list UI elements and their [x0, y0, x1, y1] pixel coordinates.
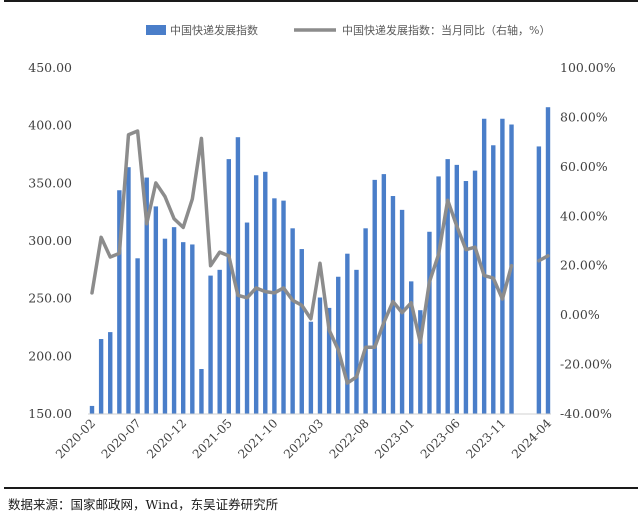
- y-left-tick-label: 450.00: [28, 60, 72, 75]
- bar: [445, 159, 450, 414]
- bar: [290, 228, 295, 414]
- bar: [500, 118, 505, 414]
- y-right-tick-label: 0.00%: [560, 307, 600, 322]
- legend-bar-swatch: [146, 25, 166, 35]
- bar: [454, 164, 459, 414]
- bar: [381, 174, 387, 414]
- y-right-tick-label: 40.00%: [560, 208, 608, 223]
- bar: [481, 118, 487, 414]
- x-tick-label: 2023-11: [463, 416, 508, 461]
- bar: [472, 170, 478, 414]
- bar: [336, 276, 341, 414]
- line-series: [90, 129, 550, 385]
- bar: [89, 405, 95, 414]
- bar: [208, 275, 213, 414]
- source-note: 数据来源：国家邮政网，Wind，东吴证券研究所: [8, 497, 279, 512]
- bar: [299, 249, 304, 414]
- bar: [171, 227, 177, 414]
- bar: [545, 107, 551, 415]
- bottom-rule: [4, 487, 638, 489]
- bar: [253, 175, 259, 414]
- chart: 中国快递发展指数 中国快递发展指数：当月同比（右轴，%） 150.00 200.0…: [28, 23, 616, 461]
- bar: [281, 200, 286, 414]
- bar: [244, 222, 250, 414]
- bar: [418, 310, 423, 414]
- bar: [272, 198, 277, 414]
- y-axis-right: -40.00% -20.00% 0.00% 20.00% 40.00% 60.00% 80.…: [560, 60, 616, 421]
- bar: [372, 179, 377, 414]
- bar: [363, 228, 368, 414]
- bar: [199, 369, 204, 414]
- y-right-tick-label: 20.00%: [560, 258, 608, 273]
- bar: [162, 238, 168, 414]
- y-right-tick-label: -40.00%: [560, 406, 612, 421]
- bar: [463, 181, 469, 414]
- bar: [536, 146, 542, 414]
- bar: [436, 176, 441, 414]
- bar: [217, 269, 222, 414]
- y-left-tick-label: 350.00: [28, 175, 72, 190]
- x-tick-label: 2022-08: [327, 416, 372, 461]
- y-left-tick-label: 150.00: [28, 406, 72, 421]
- x-tick-label: 2021-10: [235, 416, 280, 461]
- y-left-tick-label: 250.00: [28, 291, 72, 306]
- y-left-tick-label: 400.00: [28, 118, 72, 133]
- y-right-tick-label: 100.00%: [560, 60, 616, 75]
- x-tick-label: 2020-02: [53, 416, 98, 461]
- bar: [135, 258, 140, 414]
- bar: [117, 190, 122, 414]
- bar: [354, 269, 359, 414]
- bar: [427, 231, 432, 414]
- top-rule: [4, 0, 638, 2]
- y-left-tick-label: 300.00: [28, 233, 72, 248]
- bar: [308, 321, 314, 414]
- legend: 中国快递发展指数 中国快递发展指数：当月同比（右轴，%）: [146, 23, 550, 37]
- bar: [226, 159, 231, 414]
- x-tick-label: 2020-07: [99, 416, 144, 461]
- y-right-tick-label: -20.00%: [560, 357, 612, 372]
- bar: [326, 307, 332, 414]
- y-left-tick-label: 200.00: [28, 348, 72, 363]
- x-axis: 2020-02 2020-07 2020-12 2021-05 2021-10 2022-…: [53, 416, 554, 461]
- y-right-tick-label: 80.00%: [560, 109, 608, 124]
- bar: [181, 242, 186, 414]
- bar: [126, 167, 131, 414]
- x-tick-label: 2021-05: [190, 416, 235, 461]
- bar: [108, 332, 113, 414]
- x-tick-label: 2023-01: [372, 416, 417, 461]
- bar: [144, 177, 149, 414]
- bar: [153, 206, 159, 414]
- bar: [317, 297, 323, 414]
- bar: [190, 244, 195, 414]
- x-tick-label: 2023-06: [418, 416, 463, 461]
- bar: [235, 137, 241, 414]
- bar: [345, 253, 350, 414]
- chart-frame: 中国快递发展指数 中国快递发展指数：当月同比（右轴，%） 150.00 200.0…: [4, 0, 638, 489]
- x-tick-label: 2022-03: [281, 416, 326, 461]
- x-tick-label: 2020-12: [144, 416, 189, 461]
- legend-line-label: 中国快递发展指数：当月同比（右轴，%）: [342, 23, 550, 37]
- bar: [98, 339, 104, 414]
- bar: [409, 281, 414, 414]
- y-axis-left: 150.00 200.00 250.00 300.00 350.00 400.00 450.…: [28, 60, 72, 421]
- line-segment: [537, 254, 550, 263]
- line-segment: [90, 129, 514, 385]
- x-tick-label: 2024-04: [509, 416, 554, 461]
- legend-bar-label: 中国快递发展指数: [170, 23, 258, 37]
- y-right-tick-label: 60.00%: [560, 159, 608, 174]
